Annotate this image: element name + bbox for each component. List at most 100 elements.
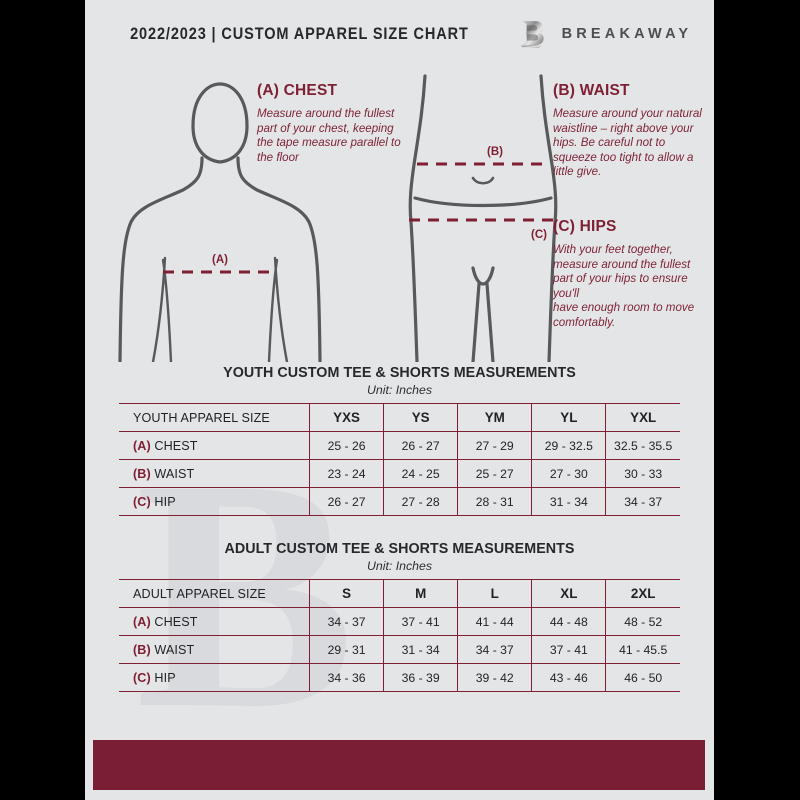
waist-measure-label: (B)	[487, 146, 503, 158]
measurement-value-cell: 30 - 33	[605, 459, 680, 488]
measurement-value-cell: 37 - 41	[383, 607, 458, 636]
table-row: (A) CHEST 34 - 37 37 - 41 41 - 44 44 - 48 48 …	[119, 607, 680, 636]
description-waist-title: (B) WAIST	[553, 82, 630, 99]
measurement-value-cell: 24 - 25	[383, 459, 458, 488]
adult-table-body: ADULT APPAREL SIZE S M L XL 2XL (A) CHEST 34 - …	[119, 579, 680, 692]
measurement-value-cell: 29 - 32.5	[531, 431, 606, 460]
youth-table-title: YOUTH CUSTOM TEE & SHORTS MEASUREMENTS	[223, 365, 576, 381]
measurement-value-cell: 41 - 45.5	[605, 635, 680, 664]
measurement-value-cell: 34 - 36	[308, 663, 384, 692]
measurement-marker: (A)	[133, 438, 151, 453]
measurement-value-cell: 43 - 46	[531, 663, 606, 692]
measurement-marker: (A)	[133, 614, 151, 629]
measurement-row-label: (A) CHEST	[119, 607, 310, 636]
measurement-value-cell: 27 - 30	[531, 459, 606, 488]
measurement-value-cell: 26 - 27	[308, 487, 384, 516]
measurement-value-cell: 34 - 37	[308, 607, 384, 636]
measurement-row-label: (B) WAIST	[119, 459, 310, 488]
youth-table-body: YOUTH APPAREL SIZE YXS YS YM YL YXL (A) CHEST 2…	[119, 403, 680, 516]
youth-size-table: YOUTH APPAREL SIZE YXS YS YM YL YXL (A) CHEST 2…	[119, 403, 680, 516]
table-row: (A) CHEST 25 - 26 26 - 27 27 - 29 29 - 32.5 3…	[119, 431, 680, 460]
measurement-value-cell: 23 - 24	[308, 459, 384, 488]
measurement-value-cell: 34 - 37	[457, 635, 532, 664]
measurement-value-cell: 31 - 34	[383, 635, 458, 664]
measurement-value-cell: 48 - 52	[605, 607, 680, 636]
measurement-value-cell: 25 - 26	[308, 431, 384, 460]
measurement-value-cell: 25 - 27	[457, 459, 532, 488]
measurement-value-cell: 28 - 31	[457, 487, 532, 516]
size-column-header: YM	[457, 403, 532, 432]
measurement-row-label: (A) CHEST	[119, 431, 310, 460]
table-row: (C) HIP 26 - 27 27 - 28 28 - 31 31 - 34 34 - …	[119, 487, 680, 516]
navel-mark	[471, 176, 495, 185]
table-header-row: ADULT APPAREL SIZE S M L XL 2XL	[119, 579, 680, 608]
description-hips-body: With your feet together, measure around …	[553, 243, 695, 329]
measurement-value-cell: 32.5 - 35.5	[605, 431, 680, 460]
brand-lockup: BREAKAWAY	[518, 18, 693, 50]
measurement-value-cell: 34 - 37	[605, 487, 680, 516]
measurement-name: WAIST	[150, 466, 195, 481]
page-title: 2022/2023 | CUSTOM APPAREL SIZE CHART	[129, 24, 469, 43]
description-waist: (B) WAIST Measure around your natural wa…	[553, 82, 703, 180]
measurement-illustrations: (A) (B) (C)	[85, 68, 714, 363]
measurement-marker: (C)	[133, 670, 151, 685]
size-column-header: XL	[531, 579, 606, 608]
description-waist-body: Measure around your natural waistline – …	[553, 107, 702, 179]
size-label-header: ADULT APPAREL SIZE	[119, 579, 310, 608]
table-row: (B) WAIST 29 - 31 31 - 34 34 - 37 37 - 41 41 …	[119, 635, 680, 664]
adult-table-title: ADULT CUSTOM TEE & SHORTS MEASUREMENTS	[224, 541, 575, 557]
size-column-header: YS	[383, 403, 458, 432]
measurement-name: WAIST	[150, 642, 195, 657]
description-hips: (C) HIPS With your feet together, measur…	[553, 218, 705, 331]
measurement-name: HIP	[150, 670, 176, 685]
measurement-name: HIP	[150, 494, 176, 509]
chest-measure-label: (A)	[212, 254, 228, 266]
footer-bar	[93, 740, 705, 790]
description-chest: (A) CHEST Measure around the fullest par…	[257, 82, 407, 165]
size-column-header: YXS	[308, 403, 384, 432]
measurement-value-cell: 26 - 27	[383, 431, 458, 460]
measurement-marker: (B)	[133, 642, 151, 657]
table-header-row: YOUTH APPAREL SIZE YXS YS YM YL YXL	[119, 403, 680, 432]
size-chart-page: B 2022/2023 | CUSTOM APPAREL SIZE CHART	[85, 0, 714, 800]
measurement-marker: (C)	[133, 494, 151, 509]
measurement-row-label: (C) HIP	[119, 487, 310, 516]
breakaway-b-logo-icon	[519, 21, 544, 48]
page-header: 2022/2023 | CUSTOM APPAREL SIZE CHART	[85, 0, 714, 68]
measurement-value-cell: 29 - 31	[308, 635, 384, 664]
measurement-value-cell: 41 - 44	[457, 607, 532, 636]
description-chest-title: (A) CHEST	[257, 82, 338, 99]
size-column-header: S	[308, 579, 384, 608]
measurement-row-label: (B) WAIST	[119, 635, 310, 664]
size-column-header: M	[383, 579, 458, 608]
measurement-marker: (B)	[133, 466, 151, 481]
size-label-header: YOUTH APPAREL SIZE	[119, 403, 310, 432]
measurement-value-cell: 31 - 34	[531, 487, 606, 516]
measurement-value-cell: 46 - 50	[605, 663, 680, 692]
adult-size-table: ADULT APPAREL SIZE S M L XL 2XL (A) CHEST 34 - …	[119, 579, 680, 692]
youth-table-unit: Unit: Inches	[367, 383, 432, 397]
table-row: (B) WAIST 23 - 24 24 - 25 25 - 27 27 - 30 30 …	[119, 459, 680, 488]
size-column-header: YL	[531, 403, 606, 432]
lower-body-figure: (B) (C)	[408, 74, 558, 362]
table-row: (C) HIP 34 - 36 36 - 39 39 - 42 43 - 46 46 - …	[119, 663, 680, 692]
measurement-value-cell: 37 - 41	[531, 635, 606, 664]
size-column-header: L	[457, 579, 532, 608]
measurement-name: CHEST	[150, 438, 198, 453]
measurement-row-label: (C) HIP	[119, 663, 310, 692]
measurement-value-cell: 39 - 42	[457, 663, 532, 692]
description-hips-title: (C) HIPS	[553, 218, 617, 235]
hip-measure-label: (C)	[531, 229, 547, 241]
brand-name: BREAKAWAY	[561, 26, 693, 42]
measurement-name: CHEST	[150, 614, 198, 629]
adult-size-table-block: ADULT CUSTOM TEE & SHORTS MEASUREMENTS U…	[85, 541, 714, 692]
size-column-header: 2XL	[605, 579, 680, 608]
measurement-value-cell: 27 - 28	[383, 487, 458, 516]
measurement-value-cell: 36 - 39	[383, 663, 458, 692]
measurement-value-cell: 27 - 29	[457, 431, 532, 460]
description-chest-body: Measure around the fullest part of your …	[257, 107, 401, 164]
measurement-value-cell: 44 - 48	[531, 607, 606, 636]
adult-table-unit: Unit: Inches	[367, 559, 432, 573]
size-column-header: YXL	[605, 403, 680, 432]
